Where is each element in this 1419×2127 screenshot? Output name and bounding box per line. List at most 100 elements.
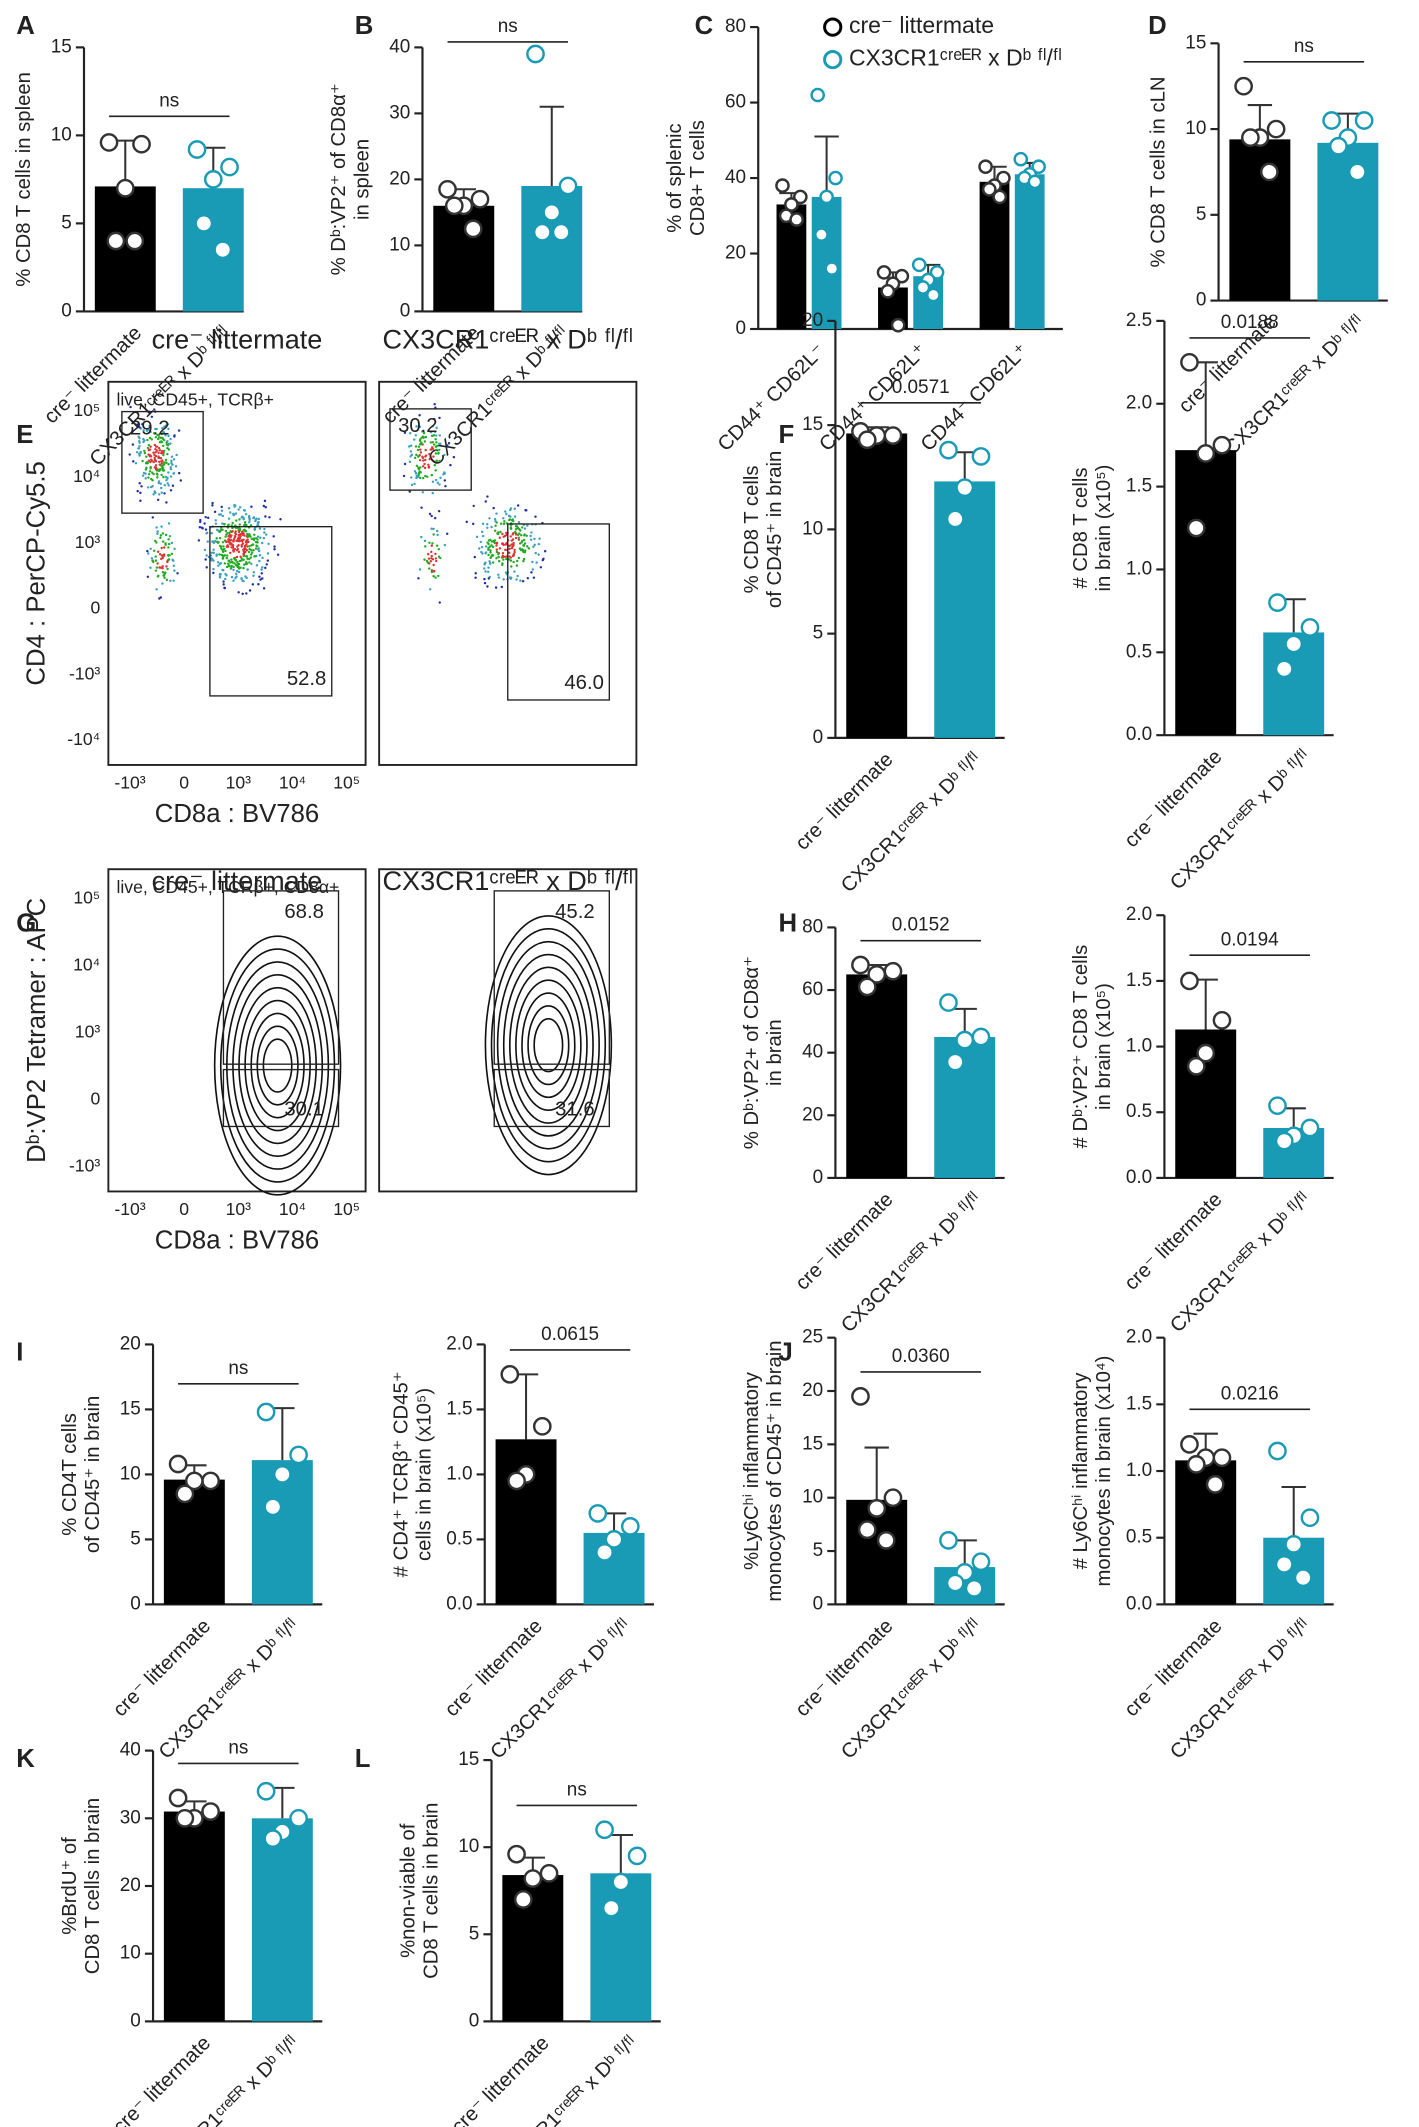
event-dot — [258, 575, 261, 578]
event-dot — [225, 556, 229, 560]
event-dot — [531, 560, 534, 564]
event-dot — [541, 558, 544, 562]
event-dot — [409, 455, 412, 458]
bar — [846, 433, 908, 738]
event-dot — [149, 445, 152, 448]
event-dot — [215, 554, 218, 557]
data-point — [1241, 128, 1260, 147]
event-dot — [144, 468, 148, 471]
data-point — [1196, 444, 1216, 463]
bar — [182, 188, 244, 312]
event-dot — [221, 514, 225, 518]
event-dot — [438, 416, 441, 420]
gate-value: 29.2 — [130, 418, 170, 440]
event-dot — [435, 559, 438, 563]
error-bar — [814, 135, 839, 197]
event-dot — [146, 549, 149, 553]
event-dot — [154, 468, 158, 471]
event-dot — [159, 536, 162, 539]
event-dot — [430, 569, 434, 572]
event-dot — [155, 566, 159, 569]
event-dot — [205, 566, 208, 569]
event-dot — [162, 444, 165, 448]
event-dot — [487, 566, 490, 569]
event-dot — [203, 522, 206, 525]
data-point — [1284, 634, 1304, 654]
event-dot — [172, 579, 175, 582]
event-dot — [169, 442, 172, 445]
event-dot — [267, 542, 270, 546]
event-dot — [533, 543, 536, 547]
event-dot — [166, 422, 170, 426]
significance-label: ns — [498, 16, 518, 37]
event-dot — [245, 543, 248, 546]
event-dot — [424, 454, 428, 457]
event-dot — [510, 543, 513, 546]
event-dot — [210, 532, 213, 535]
event-dot — [486, 585, 489, 588]
event-dot — [175, 453, 178, 457]
event-dot — [139, 491, 142, 495]
event-dot — [253, 533, 256, 537]
event-dot — [161, 532, 165, 535]
event-dot — [155, 472, 159, 475]
event-dot — [418, 458, 422, 462]
event-dot — [155, 588, 158, 591]
event-dot — [433, 417, 436, 421]
event-dot — [164, 461, 167, 464]
event-dot — [158, 566, 161, 569]
event-dot — [221, 568, 224, 572]
data-point — [971, 447, 991, 466]
event-dot — [160, 449, 164, 453]
event-dot — [248, 521, 251, 524]
y-axis-label: of CD45⁺ in brain — [82, 1396, 104, 1553]
event-dot — [163, 576, 166, 579]
event-dot — [489, 562, 492, 565]
y-tick-label: 10 — [1185, 118, 1206, 139]
x-tick-label: cre⁻ littermate — [109, 2032, 215, 2127]
data-point — [542, 203, 562, 222]
event-dot — [424, 474, 427, 478]
data-point — [194, 214, 214, 233]
event-dot — [423, 466, 427, 470]
contour — [250, 1012, 305, 1119]
event-dot — [510, 518, 514, 522]
data-point — [894, 268, 910, 284]
y-axis-label: in brain (x10⁵) — [1093, 983, 1115, 1110]
y-tick-label: 0 — [813, 1593, 824, 1614]
error-bar — [608, 1833, 634, 1874]
event-dot — [518, 547, 522, 550]
event-dot — [153, 549, 156, 553]
data-point — [203, 170, 223, 189]
y-axis-label: # Ly6Cʰⁱ inflammatory — [1070, 1372, 1092, 1570]
event-dot — [479, 540, 482, 544]
event-dot — [279, 518, 282, 521]
event-dot — [219, 528, 223, 531]
y-tick-label: 0 — [130, 2010, 141, 2031]
x-axis-label: CD8a : BV786 — [155, 800, 319, 828]
data-point — [1013, 151, 1029, 167]
event-dot — [147, 476, 150, 479]
event-dot — [155, 541, 158, 544]
event-dot — [157, 493, 161, 496]
x-tick-label: 10⁵ — [333, 1199, 360, 1219]
event-dot — [161, 436, 164, 440]
event-dot — [143, 449, 146, 453]
event-dot — [484, 500, 487, 503]
event-dot — [490, 540, 494, 543]
contour — [490, 927, 607, 1163]
event-dot — [238, 506, 242, 509]
event-dot — [238, 537, 242, 540]
event-dot — [492, 540, 496, 544]
event-dot — [244, 555, 248, 558]
event-dot — [535, 561, 538, 564]
event-dot — [243, 550, 247, 554]
event-dot — [437, 574, 440, 578]
y-tick-label: 1.5 — [1126, 970, 1152, 991]
data-point — [1322, 111, 1341, 130]
event-dot — [149, 455, 153, 458]
event-dot — [437, 509, 441, 513]
event-dot — [256, 540, 259, 544]
event-dot — [150, 459, 154, 462]
x-tick-label: 10⁵ — [333, 773, 360, 793]
